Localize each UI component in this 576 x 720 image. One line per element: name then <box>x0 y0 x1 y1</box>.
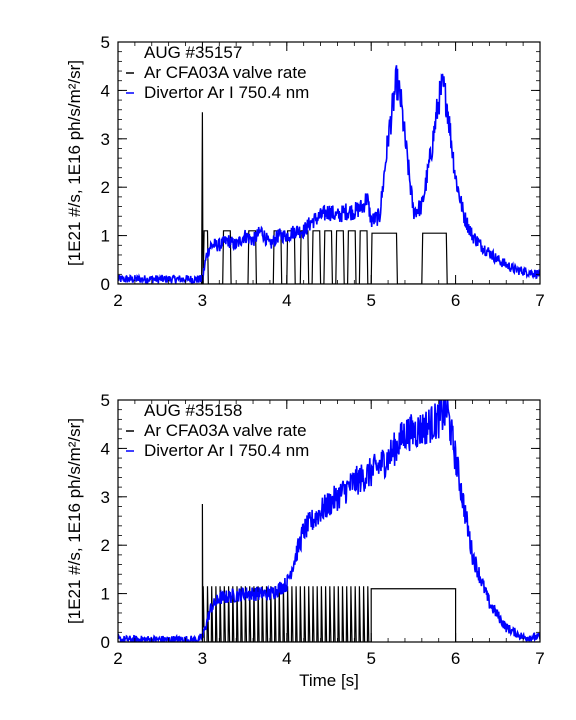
y-tick-label: 2 <box>101 178 110 197</box>
x-tick-label: 6 <box>451 649 460 668</box>
x-tick-label: 3 <box>198 291 207 310</box>
x-tick-label: 2 <box>113 649 122 668</box>
series-divertor-line <box>118 400 540 642</box>
x-tick-label: 7 <box>535 291 544 310</box>
plot-frame <box>117 399 541 643</box>
y-axis-label: [1E21 #/s, 1E16 ph/s/m²/sr] <box>65 418 84 624</box>
y-axis-label: [1E21 #/s, 1E16 ph/s/m²/sr] <box>65 60 84 266</box>
y-tick-label: 3 <box>101 488 110 507</box>
legend-entry: Divertor Ar I 750.4 nm <box>144 441 309 460</box>
y-tick-label: 5 <box>101 33 110 52</box>
legend-header: AUG #35158 <box>144 401 242 420</box>
x-tick-label: 4 <box>282 291 291 310</box>
x-tick-label: 7 <box>535 649 544 668</box>
legend-entry: Divertor Ar I 750.4 nm <box>144 83 309 102</box>
series-valve-rate-line <box>118 112 540 284</box>
y-tick-label: 1 <box>101 227 110 246</box>
y-tick-label: 3 <box>101 130 110 149</box>
y-tick-label: 4 <box>101 81 110 100</box>
y-tick-label: 5 <box>101 391 110 410</box>
series-group <box>118 65 540 284</box>
y-tick-label: 1 <box>101 585 110 604</box>
x-tick-label: 3 <box>198 649 207 668</box>
legend-entry: Ar CFA03A valve rate <box>144 421 307 440</box>
chart-panel-bottom: 2 3 4 5 6 7 0 1 2 3 4 5 [1E21 #/s, 1E16 ph/s/m²/sr] T… <box>65 391 545 690</box>
y-tick-label: 0 <box>101 633 110 652</box>
y-tick-label: 2 <box>101 536 110 555</box>
x-tick-label: 6 <box>451 291 460 310</box>
series-group <box>118 400 540 642</box>
x-tick-label: 5 <box>366 291 375 310</box>
legend-entry: Ar CFA03A valve rate <box>144 63 307 82</box>
y-tick-label: 4 <box>101 439 110 458</box>
series-divertor-line <box>118 65 540 284</box>
plot-frame <box>117 41 541 285</box>
legend-header: AUG #35157 <box>144 43 242 62</box>
x-axis-label: Time [s] <box>299 671 359 690</box>
y-tick-label: 0 <box>101 275 110 294</box>
chart-panel-top: 2 3 4 5 6 7 0 1 2 3 4 5 [1E21 #/s, 1E16 ph/s/m²/sr] A… <box>65 33 545 310</box>
x-tick-label: 5 <box>366 649 375 668</box>
x-tick-label: 4 <box>282 649 291 668</box>
x-tick-label: 2 <box>113 291 122 310</box>
